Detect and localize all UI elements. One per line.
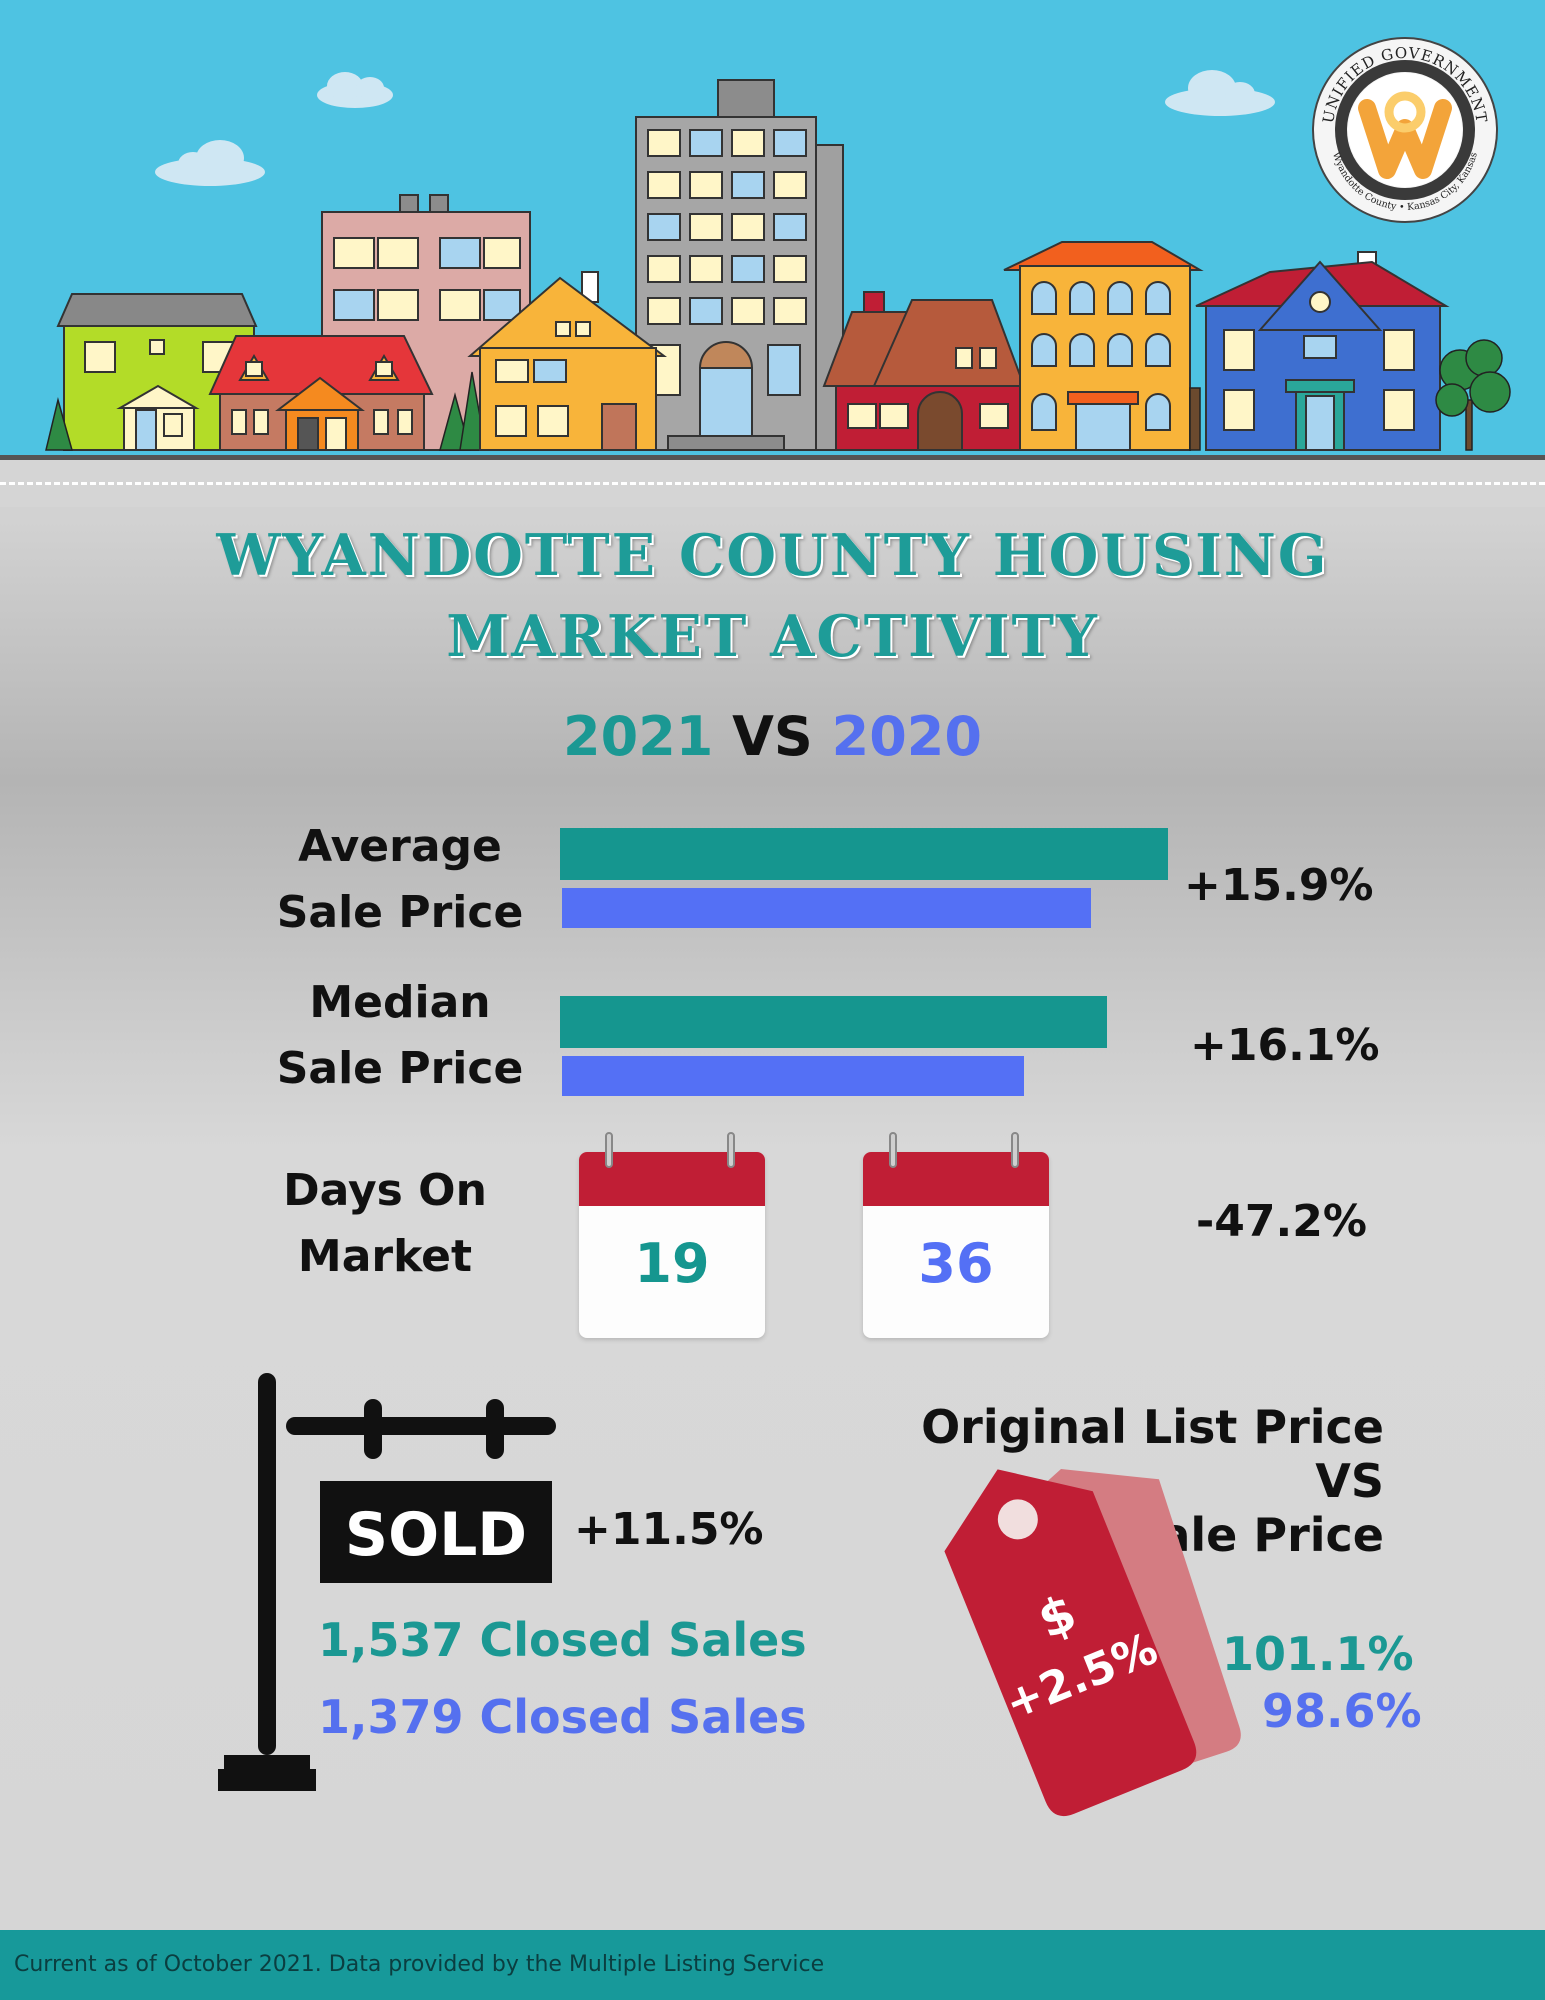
- dom-2021-value: 19: [634, 1232, 710, 1295]
- median-label-line2: Sale Price: [276, 1043, 524, 1094]
- year-2021: 2021: [563, 705, 714, 768]
- calendar-2020-icon: 36: [863, 1132, 1049, 1338]
- price-bar-chart: [560, 828, 1168, 1096]
- road: [0, 455, 1545, 507]
- dom-2020-value: 36: [918, 1232, 994, 1295]
- list-sale-ratio-2020: 98.6%: [1262, 1684, 1422, 1738]
- median-sale-price-label: Median Sale Price: [270, 970, 530, 1102]
- page-title-line1: WYANDOTTE COUNTY HOUSING: [216, 522, 1329, 589]
- list-sale-ratio-2021: 101.1%: [1222, 1627, 1414, 1681]
- comparison-subtitle: 2021 VS 2020: [0, 705, 1545, 768]
- footer: Current as of October 2021. Data provide…: [0, 1930, 1545, 2000]
- orange-house: [467, 271, 667, 451]
- avg-sale-price-label: Average Sale Price: [270, 814, 530, 946]
- unified-government-logo: UNIFIED GOVERNMENT Wyandotte County • Ka…: [1312, 37, 1498, 223]
- days-on-market-label: Days On Market: [270, 1158, 500, 1290]
- avg-price-change: +15.9%: [1184, 860, 1374, 911]
- sold-sign-icon: SOLD: [218, 1373, 556, 1791]
- olp-line1: Original List Price: [921, 1400, 1384, 1454]
- closed-sales-2020: 1,379 Closed Sales: [318, 1690, 807, 1744]
- yellow-building: [1003, 241, 1204, 451]
- tower-building: [635, 79, 844, 451]
- cloud: [155, 70, 1275, 186]
- median-price-change: +16.1%: [1190, 1020, 1380, 1071]
- closed-sales-2021: 1,537 Closed Sales: [318, 1613, 807, 1667]
- sold-sign-text: SOLD: [345, 1500, 527, 1570]
- city-skyline: [45, 70, 1511, 451]
- tree: [1189, 339, 1511, 451]
- avg-bar-2021: [560, 828, 1168, 880]
- avg-label-line2: Sale Price: [276, 887, 524, 938]
- avg-bar-2020: [562, 888, 1091, 928]
- median-label-line1: Median: [309, 977, 491, 1028]
- dom-label-line1: Days On: [283, 1165, 487, 1216]
- list-vs-sale-heading: Original List Price VS Sale Price: [900, 1400, 1384, 1562]
- blue-house: [1195, 251, 1450, 451]
- median-bar-2020: [562, 1056, 1024, 1096]
- olp-line2: VS: [1315, 1454, 1384, 1508]
- brick-house: [822, 291, 1026, 451]
- closed-sales-change: +11.5%: [574, 1504, 764, 1555]
- vs-text: VS: [713, 705, 832, 768]
- dom-label-line2: Market: [297, 1231, 473, 1282]
- dom-change: -47.2%: [1196, 1196, 1367, 1247]
- footer-text: Current as of October 2021. Data provide…: [14, 1952, 825, 1977]
- median-bar-2021: [560, 996, 1107, 1048]
- page-title-line2: MARKET ACTIVITY: [446, 603, 1099, 670]
- calendar-2021-icon: 19: [579, 1132, 765, 1338]
- year-2020: 2020: [831, 705, 982, 768]
- red-house: [208, 335, 434, 451]
- price-tag-icon: $ +2.5%: [944, 1469, 1241, 1817]
- avg-label-line1: Average: [298, 821, 502, 872]
